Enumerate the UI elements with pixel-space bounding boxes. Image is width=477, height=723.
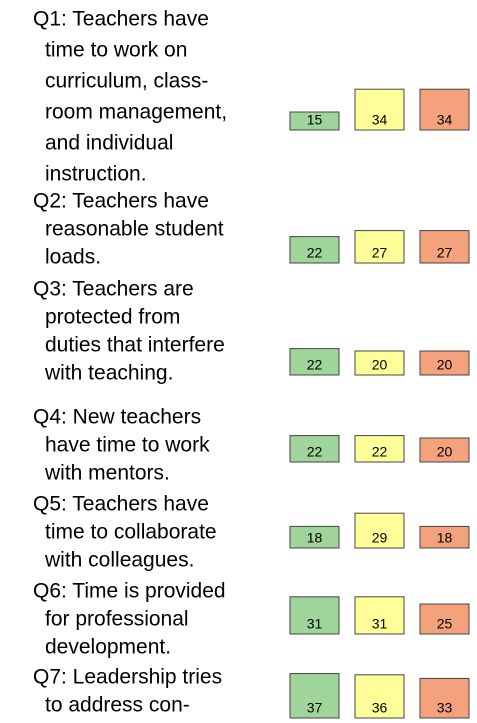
bar <box>354 230 405 264</box>
bar <box>419 230 470 264</box>
bar <box>354 512 405 549</box>
question-label: curriculum, class- <box>45 70 208 93</box>
bar-value-label: 31 <box>372 616 388 632</box>
bar-value-label: 22 <box>307 245 323 261</box>
question-label: time to collaborate <box>45 521 217 544</box>
bar <box>289 435 340 463</box>
question-label: cerns about time. <box>45 722 206 723</box>
bar-value-label: 34 <box>437 112 453 128</box>
bar <box>354 435 405 463</box>
bar <box>419 437 470 463</box>
question-label: Q6: Time is provided <box>33 580 226 603</box>
bar <box>289 111 340 131</box>
question-label: loads. <box>45 246 101 269</box>
bar <box>419 350 470 376</box>
bar-value-label: 33 <box>437 700 453 716</box>
bar-value-label: 27 <box>437 245 453 261</box>
bar-value-label: 31 <box>307 616 323 632</box>
question-label: reasonable student <box>45 218 224 241</box>
question-label: have time to work <box>45 434 210 457</box>
question-label: duties that interfere <box>45 334 225 357</box>
bar <box>354 88 405 131</box>
bar <box>289 525 340 549</box>
bar-value-label: 18 <box>437 530 453 546</box>
bar-value-label: 27 <box>372 245 388 261</box>
question-label: with teaching. <box>44 362 173 385</box>
bar-value-label: 25 <box>437 616 453 632</box>
question-label: Q7: Leadership tries <box>33 666 222 689</box>
bar <box>354 674 405 719</box>
bar-value-label: 20 <box>372 357 388 373</box>
bar-value-label: 20 <box>437 444 453 460</box>
bar <box>289 673 340 719</box>
bar-value-label: 37 <box>307 700 323 716</box>
bar <box>289 236 340 264</box>
bar-value-label: 22 <box>372 444 388 460</box>
bar <box>419 677 470 719</box>
bar-value-label: 36 <box>372 700 388 716</box>
bar-value-label: 15 <box>307 112 323 128</box>
question-label: with mentors. <box>44 462 170 485</box>
question-label: protected from <box>45 306 180 329</box>
question-label: to address con- <box>45 694 190 717</box>
bar-value-label: 18 <box>307 530 323 546</box>
question-label: time to work on <box>45 39 187 62</box>
question-label: room management, <box>45 101 227 124</box>
question-label: Q5: Teachers have <box>33 493 209 516</box>
bar <box>354 596 405 635</box>
bar-value-label: 22 <box>307 357 323 373</box>
bar <box>289 596 340 635</box>
question-label: and individual <box>45 132 173 155</box>
question-label: instruction. <box>45 163 147 186</box>
bar <box>354 350 405 376</box>
question-label: Q3: Teachers are <box>33 278 194 301</box>
question-label: for professional <box>45 608 189 631</box>
bar-value-label: 20 <box>437 357 453 373</box>
question-label: with colleagues. <box>44 549 194 572</box>
question-label: Q2: Teachers have <box>33 190 209 213</box>
bar <box>419 525 470 549</box>
question-label: Q4: New teachers <box>33 406 201 429</box>
bar-value-label: 34 <box>372 112 388 128</box>
question-label: Q1: Teachers have <box>33 8 209 31</box>
bar <box>419 603 470 635</box>
bar <box>419 88 470 131</box>
question-label: development. <box>45 636 171 659</box>
bar <box>289 348 340 376</box>
bar-value-label: 22 <box>307 444 323 460</box>
bar-value-label: 29 <box>372 530 388 546</box>
